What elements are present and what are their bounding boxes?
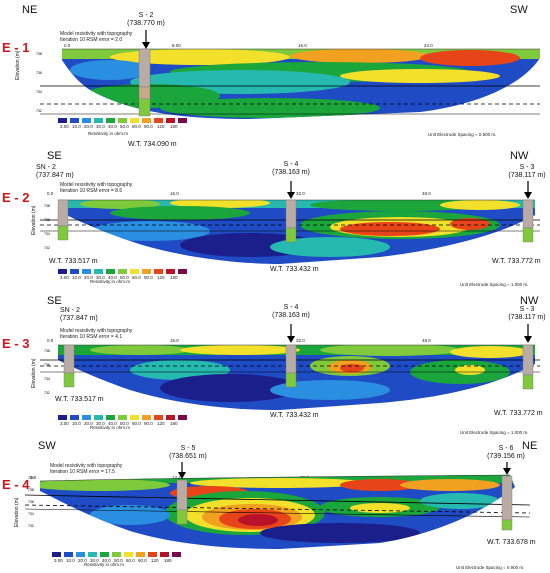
well-label-s3: S - 3 (738.117 m) <box>508 164 546 179</box>
svg-text:736: 736 <box>44 363 50 367</box>
direction-left: SE <box>47 150 62 162</box>
svg-text:732: 732 <box>36 109 42 113</box>
well-label-s4: S - 4 (738.163 m) <box>272 161 310 176</box>
well-label-sn2: SN - 2 (737.847 m) <box>36 164 74 179</box>
legend-bar <box>58 269 187 274</box>
well-label-s6: S - 6 (739.156 m) <box>487 445 525 460</box>
direction-left: SW <box>38 440 56 452</box>
borehole-casing <box>138 48 151 88</box>
water-table-label-3: W.T. 733.772 m <box>494 410 543 417</box>
legend-bar <box>52 552 181 557</box>
well-label-s2: S - 2 (738.770 m) <box>127 12 165 27</box>
arrow-down-icon <box>142 42 150 49</box>
svg-text:734: 734 <box>36 90 42 94</box>
unit-electrode-spacing: Unit Electrode Spacing = 0.900 m. <box>456 565 525 570</box>
legend-title: Resistivity in ohm.m <box>90 425 131 430</box>
resistivity-section-e1: 738 736 734 732 <box>36 30 540 123</box>
svg-text:732: 732 <box>44 391 50 395</box>
section-label: E - 3 <box>2 336 30 351</box>
water-table-label-2: W.T. 733.432 m <box>270 266 319 273</box>
water-table-label: W.T. 733.678 m <box>487 539 536 546</box>
svg-text:736: 736 <box>28 500 34 504</box>
y-ticks: 738 736 734 732 <box>36 52 42 113</box>
model-caption: Model resistivity with topography Iterati… <box>60 328 133 340</box>
unit-electrode-spacing: Unit Electrode Spacing = 0.500 m. <box>428 132 497 137</box>
direction-left: NE <box>22 4 38 16</box>
svg-text:736: 736 <box>36 71 42 75</box>
panel-e2: E - 2 SE NW SN - 2 (737.847 m) S - 4 (738.… <box>0 145 550 290</box>
svg-text:740: 740 <box>28 476 34 480</box>
y-ticks: 738 736 734 732 <box>44 349 50 395</box>
section-label: E - 1 <box>2 40 30 55</box>
arrow-down-icon <box>524 192 532 199</box>
well-label-s3: S - 3 (738.117 m) <box>508 306 546 321</box>
model-caption: Model resistivity with topography Iterati… <box>60 182 133 194</box>
panel-e1: E - 1 NE SW S - 2 (738.770 m) Model resis… <box>0 0 550 150</box>
well-label-s5: S - 5 (738.651 m) <box>169 445 207 460</box>
model-caption: Model resistivity with topography Iterati… <box>50 463 123 475</box>
arrow-down-icon <box>178 472 186 479</box>
legend-title: Resistivity in ohm.m <box>90 279 131 284</box>
y-ticks: 738 736 734 732 <box>44 204 50 250</box>
arrow-down-icon <box>524 336 532 343</box>
svg-text:732: 732 <box>44 246 50 250</box>
legend-title: Resistivity in ohm.m <box>88 131 129 136</box>
unit-electrode-spacing: Unit Electrode Spacing = 1.000 m. <box>460 430 529 435</box>
direction-right: SW <box>510 4 528 16</box>
direction-right: NW <box>520 295 539 307</box>
svg-text:734: 734 <box>44 232 50 236</box>
panel-e3: E - 3 SE NW SN - 2 (737.847 m) S - 4 (738.… <box>0 290 550 435</box>
legend-bar <box>58 118 187 123</box>
panel-e4: E - 4 SW NE S - 5 (738.651 m) S - 6 (739.1… <box>0 435 550 573</box>
svg-text:738: 738 <box>44 204 50 208</box>
well-label-s4: S - 4 (738.163 m) <box>272 304 310 319</box>
svg-text:736: 736 <box>44 218 50 222</box>
arrow-down-icon <box>503 468 511 475</box>
direction-right: NE <box>522 440 538 452</box>
y-ticks: 740 738 736 734 732 <box>28 476 34 528</box>
water-table-label-1: W.T. 733.517 m <box>55 396 104 403</box>
resistivity-section-e4: 740 738 736 734 732 <box>24 462 531 557</box>
resistivity-section-e2: 738 736 734 732 <box>40 181 540 274</box>
legend-bar <box>58 415 187 420</box>
svg-text:734: 734 <box>44 377 50 381</box>
water-table-label-3: W.T. 733.772 m <box>492 258 541 265</box>
legend-title: Resistivity in ohm.m <box>84 562 125 567</box>
section-label: E - 2 <box>2 190 30 205</box>
svg-text:732: 732 <box>28 524 34 528</box>
well-label-sn2: SN - 2 (737.847 m) <box>60 307 98 322</box>
svg-text:738: 738 <box>44 349 50 353</box>
model-caption: Model resistivity with topography Iterati… <box>60 31 133 43</box>
resistivity-section-e3: 738 736 734 732 <box>40 324 540 420</box>
svg-text:738: 738 <box>36 52 42 56</box>
water-table-label-1: W.T. 733.517 m <box>49 258 98 265</box>
svg-text:734: 734 <box>28 512 34 516</box>
section-label: E - 4 <box>2 477 30 492</box>
unit-electrode-spacing: Unit Electrode Spacing = 1.000 m. <box>460 282 529 287</box>
water-table-label: W.T. 734.090 m <box>128 141 177 148</box>
direction-right: NW <box>510 150 529 162</box>
water-table-label-2: W.T. 733.432 m <box>270 412 319 419</box>
svg-text:738: 738 <box>28 488 34 492</box>
arrow-down-icon <box>287 336 295 343</box>
arrow-down-icon <box>287 192 295 199</box>
direction-left: SE <box>47 295 62 307</box>
